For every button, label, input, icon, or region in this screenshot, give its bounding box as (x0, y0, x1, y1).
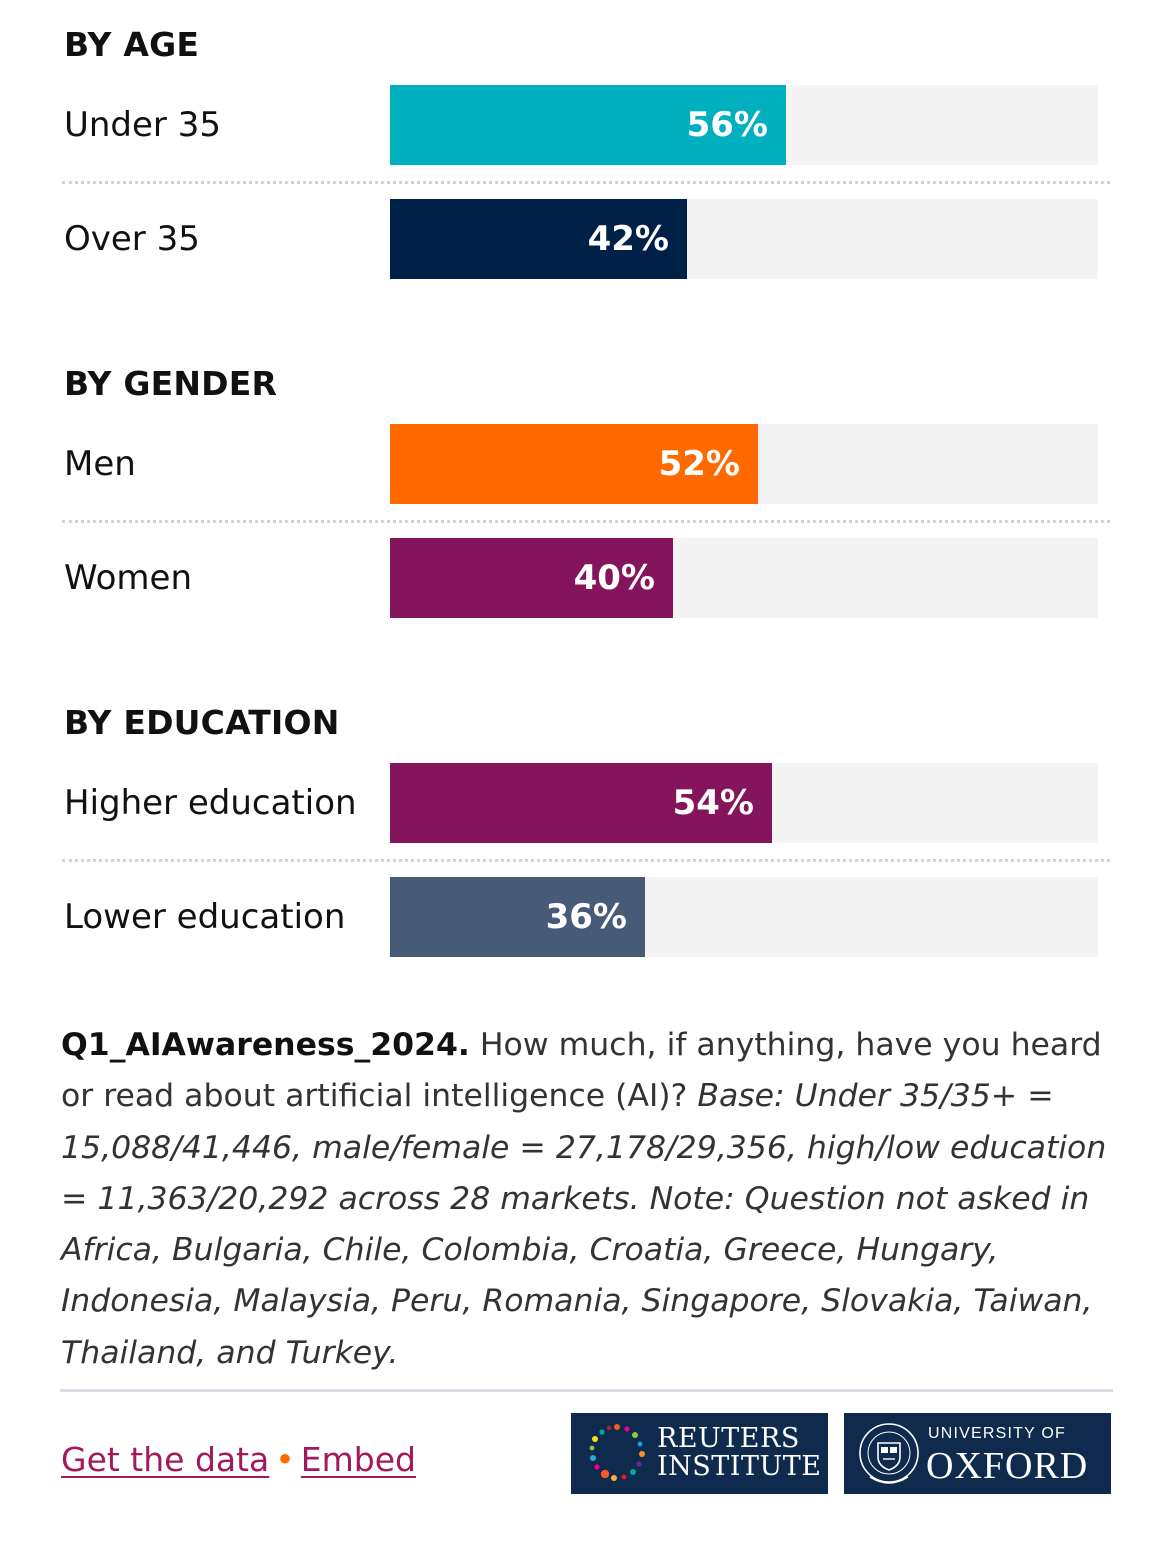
bar-women: 40% (390, 538, 673, 618)
reuters-logo-text: REUTERS INSTITUTE (657, 1425, 821, 1481)
row-label-men: Men (64, 444, 136, 484)
university-of-oxford-logo[interactable]: UNIVERSITY OF OXFORD (844, 1413, 1111, 1494)
bar-track-lower-education: 36% (390, 877, 1098, 957)
reuters-institute-logo[interactable]: REUTERS INSTITUTE (571, 1413, 828, 1494)
reuters-logo-line1: REUTERS (657, 1423, 800, 1454)
group-title-age: BY AGE (64, 25, 200, 64)
row-label-lower-education: Lower education (64, 897, 346, 937)
bar-value-under-35: 56% (686, 105, 768, 145)
group-title-gender: BY GENDER (64, 364, 278, 403)
chart-note: Q1_AIAwareness_2024. How much, if anythi… (61, 1020, 1121, 1379)
row-divider (62, 520, 1110, 523)
bar-lower-education: 36% (390, 877, 645, 957)
bar-track-higher-education: 54% (390, 763, 1098, 843)
bar-value-men: 52% (658, 444, 740, 484)
oxford-logo-line2: OXFORD (926, 1445, 1089, 1487)
row-divider (62, 859, 1110, 862)
oxford-crest-icon (859, 1423, 919, 1484)
get-the-data-link[interactable]: Get the data (61, 1440, 270, 1479)
reuters-logo-line2: INSTITUTE (657, 1451, 822, 1482)
row-divider (62, 181, 1110, 184)
row-label-higher-education: Higher education (64, 783, 357, 823)
link-separator: • (275, 1440, 295, 1479)
reuters-dots-icon (589, 1424, 645, 1481)
group-title-education: BY EDUCATION (64, 703, 340, 742)
footer-divider (60, 1389, 1113, 1392)
bar-over-35: 42% (390, 199, 687, 279)
bar-higher-education: 54% (390, 763, 772, 843)
base-note: Base: Under 35/35+ = 15,088/41,446, male… (61, 1078, 1107, 1371)
bar-value-women: 40% (573, 558, 655, 598)
row-label-under-35: Under 35 (64, 105, 221, 145)
bar-men: 52% (390, 424, 758, 504)
bar-track-women: 40% (390, 538, 1098, 618)
bar-value-lower-education: 36% (545, 897, 627, 937)
oxford-logo-line1: UNIVERSITY OF (928, 1425, 1066, 1442)
question-id: Q1_AIAwareness_2024. (61, 1027, 470, 1063)
bar-track-men: 52% (390, 424, 1098, 504)
question-text: How much, if anything, have you heard or… (61, 1027, 1102, 1115)
footer-links: Get the data • Embed (61, 1440, 416, 1480)
row-label-over-35: Over 35 (64, 219, 200, 259)
bar-value-higher-education: 54% (672, 783, 754, 823)
embed-link[interactable]: Embed (300, 1440, 416, 1479)
bar-under-35: 56% (390, 85, 786, 165)
bar-value-over-35: 42% (587, 219, 669, 259)
row-label-women: Women (64, 558, 193, 598)
bar-track-under-35: 56% (390, 85, 1098, 165)
bar-track-over-35: 42% (390, 199, 1098, 279)
